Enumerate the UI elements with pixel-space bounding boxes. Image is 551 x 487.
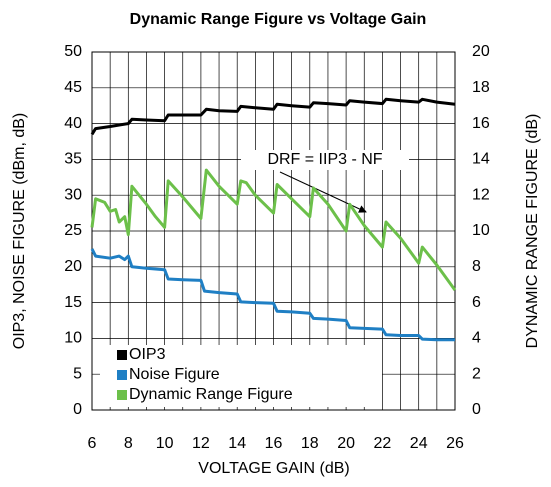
x-axis-label: VOLTAGE GAIN (dB) [198, 460, 349, 477]
y-tick-label: 40 [64, 115, 82, 132]
y2-tick-label: 14 [472, 151, 490, 168]
legend-swatch [117, 350, 127, 360]
y2-tick-label: 2 [472, 365, 481, 382]
y2-tick-label: 8 [472, 258, 481, 275]
chart-title: Dynamic Range Figure vs Voltage Gain [130, 11, 427, 28]
x-tick-label: 14 [228, 435, 246, 452]
annotation-bg [241, 150, 409, 170]
y-tick-label: 0 [73, 401, 82, 418]
y-tick-label: 5 [73, 365, 82, 382]
y-tick-label: 50 [64, 43, 82, 60]
y2-tick-label: 16 [472, 115, 490, 132]
legend-label: Noise Figure [129, 366, 220, 383]
x-tick-label: 10 [156, 435, 174, 452]
y-tick-label: 10 [64, 330, 82, 347]
x-tick-label: 6 [88, 435, 97, 452]
y-tick-label: 30 [64, 186, 82, 203]
y-tick-label: 15 [64, 294, 82, 311]
y2-tick-label: 4 [472, 330, 481, 347]
annotation: DRF = IIP3 - NF [267, 151, 382, 168]
plot-frame [91, 51, 456, 411]
legend-label: OIP3 [129, 346, 166, 363]
legend-label: Dynamic Range Figure [129, 386, 293, 403]
y2-tick-label: 12 [472, 186, 490, 203]
annotation-arrow [279, 171, 367, 213]
legend-swatch [117, 370, 127, 380]
x-tick-label: 12 [192, 435, 210, 452]
y-tick-label: 45 [64, 79, 82, 96]
y2-tick-label: 18 [472, 79, 490, 96]
x-tick-label: 20 [337, 435, 355, 452]
y-axis-label: OIP3, NOISE FIGURE (dBm, dB) [11, 113, 28, 350]
data-line [90, 97, 456, 136]
y-tick-label: 20 [64, 258, 82, 275]
y2-tick-label: 20 [472, 43, 490, 60]
y2-tick-label: 10 [472, 222, 490, 239]
y2-axis-label: DYNAMIC RANGE FIGURE (dB) [524, 114, 541, 349]
x-tick-label: 24 [410, 435, 428, 452]
y2-tick-label: 6 [472, 294, 481, 311]
y-tick-label: 35 [64, 151, 82, 168]
x-tick-label: 26 [446, 435, 464, 452]
legend-bg [100, 345, 382, 407]
legend-swatch [117, 390, 127, 400]
y2-tick-label: 0 [472, 401, 481, 418]
x-tick-label: 18 [301, 435, 319, 452]
x-tick-label: 22 [374, 435, 392, 452]
data-line [90, 168, 457, 291]
y-tick-label: 25 [64, 222, 82, 239]
x-tick-label: 8 [124, 435, 133, 452]
x-tick-label: 16 [265, 435, 283, 452]
data-line [90, 248, 455, 342]
